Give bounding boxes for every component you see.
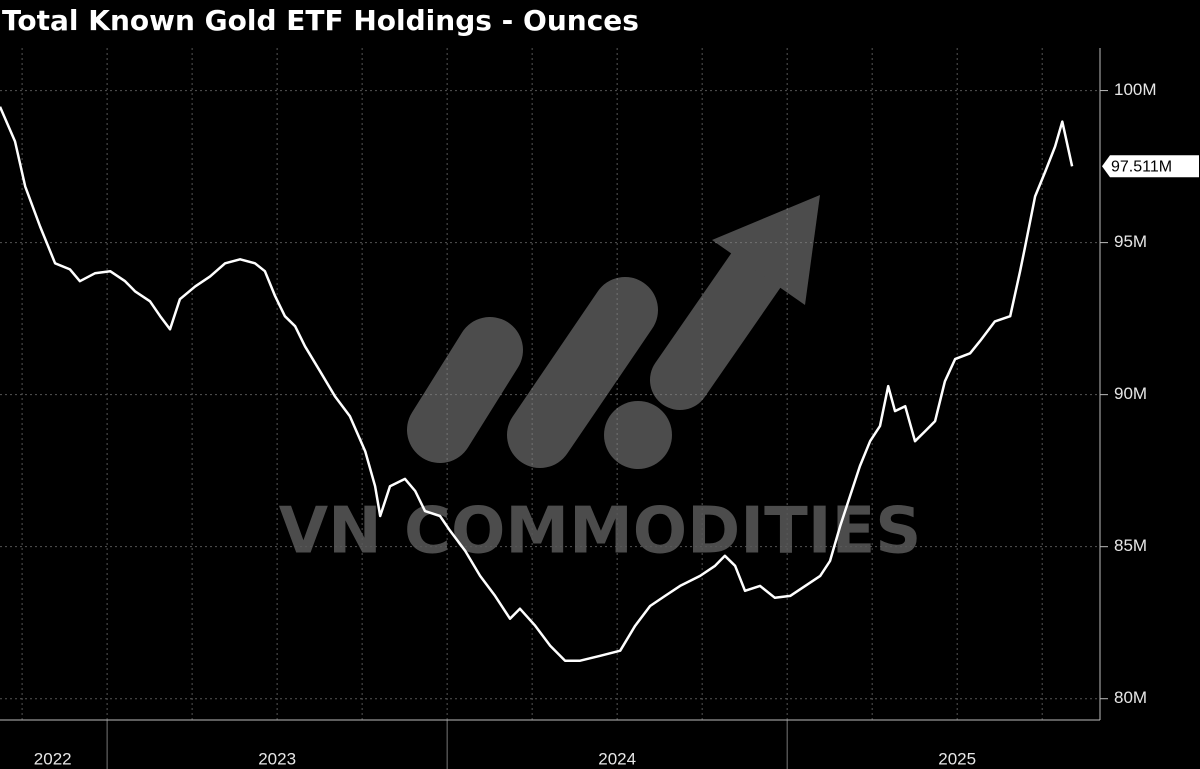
y-tick-label: 80M: [1114, 688, 1147, 707]
y-tick-label: 85M: [1114, 536, 1147, 555]
y-tick-label: 95M: [1114, 232, 1147, 251]
x-tick-label: 2022: [34, 749, 72, 768]
watermark-shape: [650, 220, 800, 410]
y-tick-label: 90M: [1114, 384, 1147, 403]
last-value-label: 97.511M: [1111, 158, 1172, 175]
watermark-shape: [604, 401, 672, 469]
line-series: [0, 106, 1074, 662]
x-tick-label: 2025: [938, 749, 976, 768]
watermark-shape: [407, 317, 523, 463]
x-tick-label: 2023: [258, 749, 296, 768]
y-tick-label: 100M: [1114, 80, 1157, 99]
watermark-shape: [507, 277, 658, 468]
watermark: [407, 195, 820, 469]
watermark-shape: [712, 195, 820, 305]
watermark-text: VN COMMODITIES: [279, 495, 922, 569]
last-value-box: [1102, 155, 1199, 178]
x-tick-label: 2024: [598, 749, 636, 768]
chart-title: Total Known Gold ETF Holdings - Ounces: [2, 4, 639, 37]
